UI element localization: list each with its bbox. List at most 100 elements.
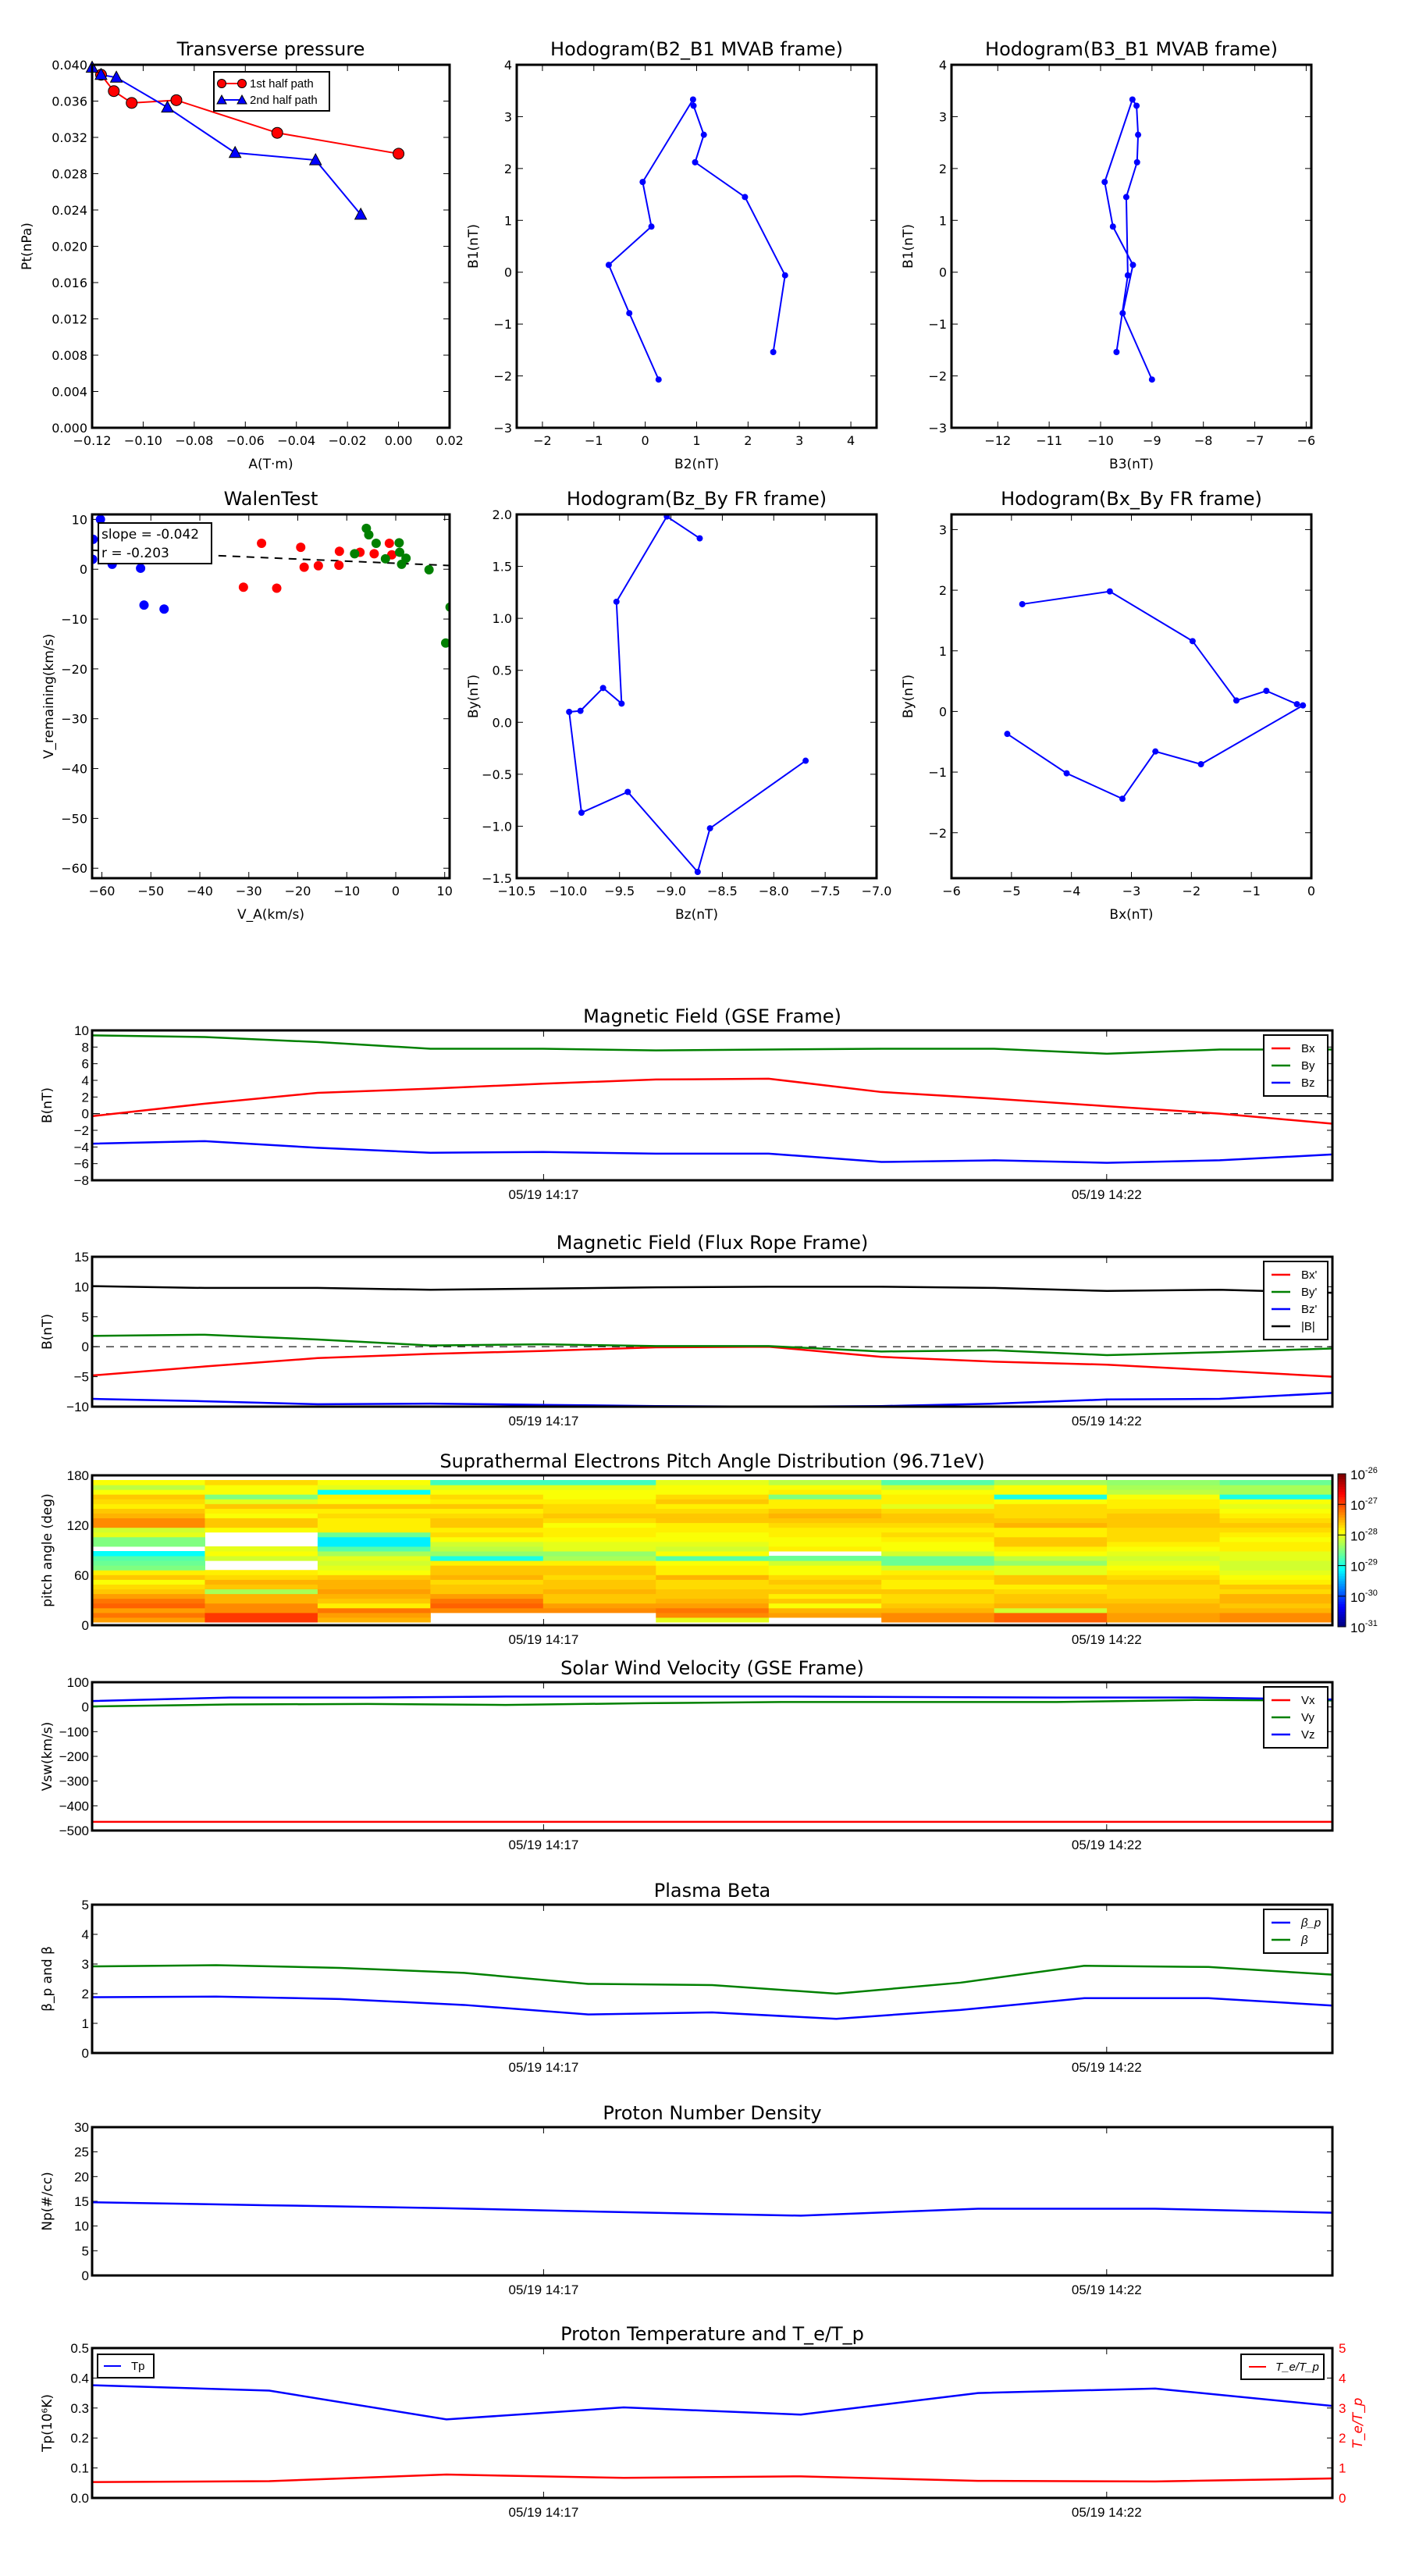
y-tick-label: 0.004 — [52, 385, 87, 400]
legend-box — [213, 71, 330, 112]
y-tick-label: −4 — [74, 1140, 89, 1155]
colorbar-segment — [1338, 1616, 1346, 1620]
data-point — [1129, 262, 1136, 269]
heatmap-cell — [317, 1598, 431, 1604]
series-line-B2-B1 — [607, 97, 786, 380]
heatmap-cell — [1107, 1584, 1221, 1590]
heatmap-cell — [1219, 1579, 1332, 1585]
right-tick-label: 3 — [1339, 2401, 1346, 2416]
panel-title: Hodogram(Bx_By FR frame) — [1001, 488, 1262, 510]
heatmap-cell — [881, 1499, 995, 1504]
data-point — [1113, 349, 1120, 356]
x-axis-label: Bx(nT) — [1109, 907, 1153, 923]
heatmap-cell — [205, 1598, 318, 1604]
axes-frame — [515, 513, 878, 880]
heatmap-cell — [317, 1560, 431, 1566]
heatmap-cell — [1219, 1565, 1332, 1571]
heatmap-cell — [542, 1541, 656, 1547]
legend-label: Vx — [1301, 1694, 1315, 1707]
y-tick-label: 4 — [939, 58, 947, 73]
heatmap-cell — [430, 1536, 544, 1542]
heatmap-cell — [430, 1574, 544, 1580]
panel-title: Magnetic Field (Flux Rope Frame) — [557, 1232, 868, 1254]
heatmap-cell — [92, 1612, 205, 1618]
heatmap-cell — [205, 1617, 318, 1623]
heatmap-cell — [768, 1603, 882, 1609]
colorbar-segment — [1338, 1545, 1346, 1549]
y-tick-label: 0.0 — [493, 715, 512, 730]
heatmap-cell — [656, 1480, 770, 1485]
data-point — [802, 757, 809, 764]
x-tick-label: 05/19 14:22 — [1072, 1838, 1142, 1852]
y-tick-label: 0 — [82, 1700, 89, 1715]
colorbar-segment — [1338, 1529, 1346, 1533]
heatmap-cell — [994, 1574, 1108, 1580]
heatmap-cell — [1107, 1489, 1221, 1495]
heatmap-cell — [92, 1489, 205, 1495]
x-tick-label: −0.08 — [175, 433, 213, 448]
heatmap-cell — [656, 1546, 770, 1552]
y-tick-label: −3 — [928, 421, 947, 436]
y-tick-label: −30 — [61, 712, 87, 727]
y-axis-label: β_p and β — [40, 1946, 55, 2012]
panel-vsw: Solar Wind Velocity (GSE Frame) 05/19 14:… — [40, 1657, 1334, 1852]
x-tick-label: 2 — [744, 433, 752, 448]
data-point — [296, 543, 306, 553]
data-point — [395, 547, 405, 557]
data-point — [257, 539, 267, 549]
heatmap-cell — [768, 1579, 882, 1585]
heatmap-cell — [656, 1522, 770, 1528]
data-point — [689, 96, 696, 103]
x-tick-label: −8.0 — [759, 884, 789, 898]
y-tick-label: 0 — [939, 265, 947, 280]
y-tick-label: 0.5 — [493, 664, 512, 678]
colorbar-segment — [1338, 1509, 1346, 1513]
y-tick-label: 3 — [82, 1957, 89, 1972]
y-axis-label: B(nT) — [40, 1314, 55, 1350]
y-axis-label: B(nT) — [40, 1087, 55, 1123]
heatmap-cell — [994, 1598, 1108, 1604]
heatmap-cell — [542, 1522, 656, 1528]
data-point — [94, 67, 108, 80]
heatmap-cell — [768, 1541, 882, 1547]
colorbar-segment — [1338, 1575, 1346, 1579]
heatmap-cell — [656, 1560, 770, 1566]
x-tick-label: 05/19 14:17 — [508, 2282, 578, 2297]
x-tick-label: −50 — [137, 884, 164, 898]
data-point — [696, 535, 703, 542]
heatmap-cell — [994, 1527, 1108, 1533]
heatmap-cell — [1219, 1489, 1332, 1495]
heatmap-cell — [317, 1612, 431, 1618]
heatmap-cell — [430, 1603, 544, 1609]
heatmap-cell — [881, 1560, 995, 1566]
colorbar-segment — [1338, 1555, 1346, 1559]
heatmap-cell — [205, 1485, 318, 1490]
heatmap-cell — [994, 1522, 1108, 1528]
heatmap-cell — [881, 1480, 995, 1485]
y-axis-label: Tp(10⁶K) — [40, 2394, 55, 2453]
data-point — [648, 223, 655, 230]
heatmap-cell — [205, 1508, 318, 1514]
heatmap-cell — [430, 1565, 544, 1571]
legend: β_p β — [1263, 1909, 1329, 1954]
heatmap-cell — [430, 1556, 544, 1561]
y-tick-label: 3 — [504, 109, 512, 124]
heatmap-cell — [92, 1556, 205, 1561]
x-tick-label: −20 — [285, 884, 311, 898]
x-tick-label: −0.12 — [73, 433, 111, 448]
y-tick-label: 60 — [74, 1568, 89, 1583]
data-point — [424, 564, 434, 575]
y-tick-label: 0.028 — [52, 167, 87, 182]
heatmap-cell — [1219, 1584, 1332, 1590]
heatmap-cell — [881, 1527, 995, 1533]
y-tick-label: 2 — [82, 1987, 89, 2001]
x-tick-label: −4 — [1062, 884, 1081, 898]
panel-hodogram-b3-b1: Hodogram(B3_B1 MVAB frame)−12 −11 −10 −9 −8−… — [901, 38, 1315, 472]
heatmap-cell — [1107, 1522, 1221, 1528]
axes-frame — [91, 2347, 1334, 2500]
heatmap-cell — [1107, 1551, 1221, 1557]
heatmap-cell — [317, 1527, 431, 1533]
heatmap-cell — [1219, 1499, 1332, 1504]
panel-tp: Proton Temperature and T_e/T_p 05/19 14:1… — [40, 2323, 1366, 2520]
heatmap-cell — [542, 1489, 656, 1495]
